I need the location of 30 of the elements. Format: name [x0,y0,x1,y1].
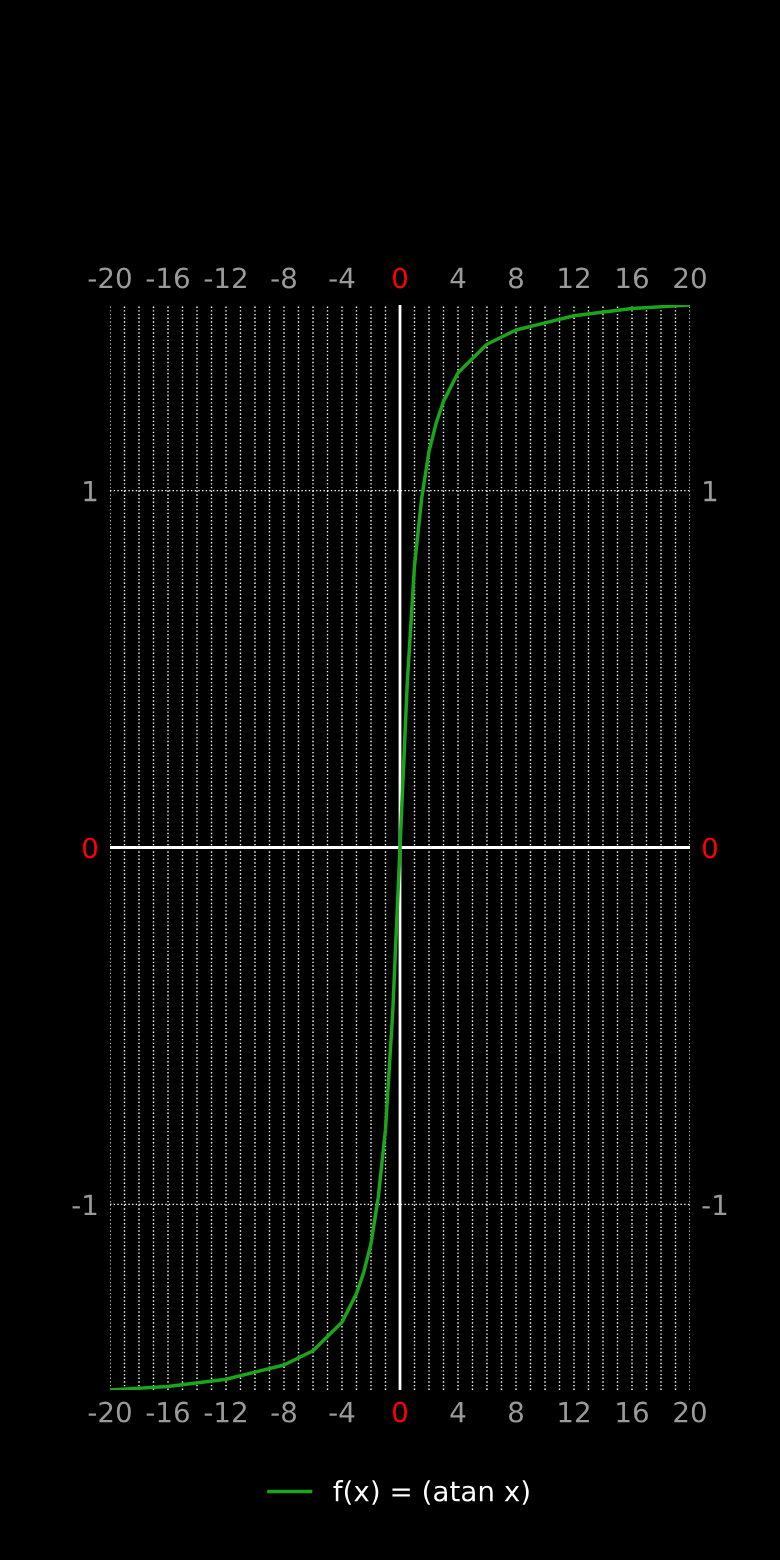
x-tick-label: -20 [88,1401,131,1423]
x2-tick-label: -4 [329,267,355,289]
x2-tick-label: 8 [509,267,523,289]
x2-tick-label: -12 [204,267,246,289]
x-tick-label: 20 [674,1401,706,1423]
x-tick-label: -8 [271,1401,296,1423]
y2-tick-label: -1 [702,1194,727,1215]
x2-tick-label: 20 [674,267,706,289]
x2-tick-label: 0 [392,267,407,289]
legend-label: f(x) = (atan x) [333,1480,529,1505]
line-series [110,305,690,1390]
x2-tick-label: -16 [146,267,189,289]
x2-tick-label: -8 [271,267,296,289]
x-tick-label: 12 [559,1401,589,1423]
x-tick-label: 8 [509,1401,523,1423]
y-tick-label: 0 [83,837,98,859]
y-tick-label: -1 [72,1194,97,1215]
x2-tick-label: -20 [88,267,131,289]
x-tick-label: -4 [329,1401,355,1423]
x-tick-label: 16 [617,1401,648,1423]
x-tick-label: 0 [392,1401,407,1423]
x2-tick-label: 16 [617,267,648,289]
x2-tick-label: 12 [559,267,589,289]
y-tick-label: 1 [84,480,97,502]
x-tick-label: -16 [146,1401,189,1423]
x-tick-label: -12 [204,1401,246,1423]
x-tick-label: 4 [450,1401,466,1423]
y2-tick-label: 1 [704,480,717,502]
y2-tick-label: 0 [702,837,717,859]
x2-tick-label: 4 [450,267,466,289]
